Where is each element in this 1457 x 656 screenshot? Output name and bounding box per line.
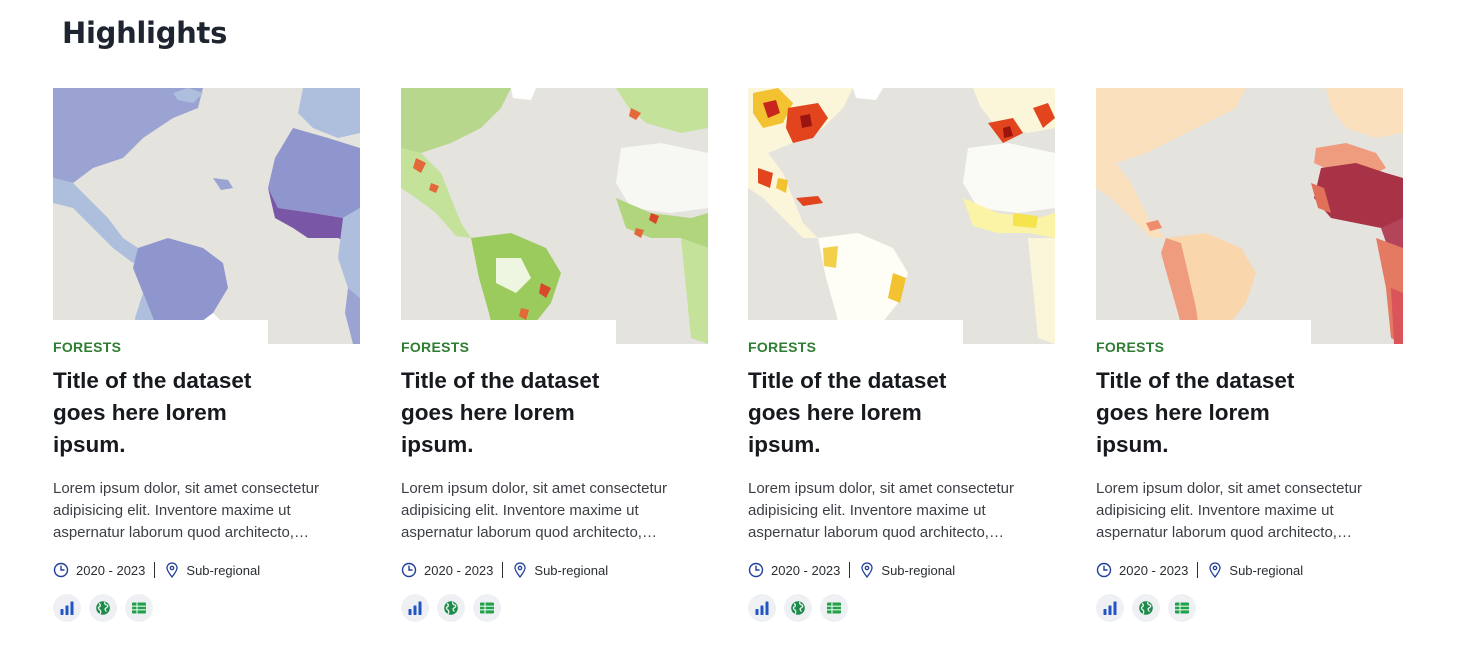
dataset-card[interactable]: FORESTS Title of the dataset goes here l…: [401, 88, 708, 628]
map-image: [1096, 88, 1403, 344]
bar-chart-icon: [755, 601, 769, 615]
map-badge[interactable]: [784, 594, 812, 622]
map-badge[interactable]: [1132, 594, 1160, 622]
location-pin-icon: [166, 562, 179, 578]
map-thumbnail[interactable]: [748, 88, 1055, 344]
bar-chart-icon: [60, 601, 74, 615]
location-pin-icon: [514, 562, 527, 578]
map-badge[interactable]: [89, 594, 117, 622]
card-description: Lorem ipsum dolor, sit amet consectetur …: [401, 480, 667, 541]
card-category: FORESTS: [748, 339, 817, 355]
bar-chart-icon: [408, 601, 422, 615]
card-title[interactable]: Title of the dataset goes here lorem ips…: [748, 368, 947, 457]
card-description: Lorem ipsum dolor, sit amet consectetur …: [53, 480, 319, 541]
card-category: FORESTS: [53, 339, 122, 355]
globe-icon: [96, 601, 110, 615]
table-badge[interactable]: [125, 594, 153, 622]
clock-icon: [748, 562, 764, 578]
map-image: [401, 88, 708, 344]
card-years: 2020 - 2023: [76, 562, 146, 578]
globe-icon: [791, 601, 805, 615]
chart-badge[interactable]: [401, 594, 429, 622]
meta-divider: [154, 562, 156, 578]
dataset-type-badges: [748, 594, 848, 622]
table-badge[interactable]: [1168, 594, 1196, 622]
globe-icon: [444, 601, 458, 615]
card-title[interactable]: Title of the dataset goes here lorem ips…: [1096, 368, 1295, 457]
location-pin-icon: [1209, 562, 1222, 578]
card-years: 2020 - 2023: [424, 562, 494, 578]
table-badge[interactable]: [473, 594, 501, 622]
map-thumbnail[interactable]: [401, 88, 708, 344]
table-icon: [827, 602, 841, 614]
card-title[interactable]: Title of the dataset goes here lorem ips…: [401, 368, 600, 457]
card-scope: Sub-regional: [881, 562, 956, 578]
dataset-type-badges: [53, 594, 153, 622]
clock-icon: [1096, 562, 1112, 578]
section-title: Highlights: [62, 16, 228, 50]
card-scope: Sub-regional: [186, 562, 261, 578]
highlights-cards: FORESTS Title of the dataset goes here l…: [53, 88, 1413, 628]
chart-badge[interactable]: [1096, 594, 1124, 622]
card-meta: 2020 - 2023 Sub-regional: [748, 561, 955, 579]
map-badge[interactable]: [437, 594, 465, 622]
chart-badge[interactable]: [748, 594, 776, 622]
card-meta: 2020 - 2023 Sub-regional: [1096, 561, 1303, 579]
table-badge[interactable]: [820, 594, 848, 622]
card-years: 2020 - 2023: [1119, 562, 1189, 578]
card-scope: Sub-regional: [534, 562, 609, 578]
card-category: FORESTS: [401, 339, 470, 355]
meta-divider: [1197, 562, 1199, 578]
table-icon: [1175, 602, 1189, 614]
globe-icon: [1139, 601, 1153, 615]
meta-divider: [502, 562, 504, 578]
card-description: Lorem ipsum dolor, sit amet consectetur …: [1096, 480, 1362, 541]
chart-badge[interactable]: [53, 594, 81, 622]
table-icon: [132, 602, 146, 614]
location-pin-icon: [861, 562, 874, 578]
table-icon: [480, 602, 494, 614]
dataset-card[interactable]: FORESTS Title of the dataset goes here l…: [748, 88, 1055, 628]
map-image: [748, 88, 1055, 344]
dataset-type-badges: [1096, 594, 1196, 622]
card-scope: Sub-regional: [1229, 562, 1304, 578]
card-title[interactable]: Title of the dataset goes here lorem ips…: [53, 368, 252, 457]
bar-chart-icon: [1103, 601, 1117, 615]
meta-divider: [849, 562, 851, 578]
card-meta: 2020 - 2023 Sub-regional: [401, 561, 608, 579]
map-thumbnail[interactable]: [53, 88, 360, 344]
clock-icon: [53, 562, 69, 578]
map-image: [53, 88, 360, 344]
card-meta: 2020 - 2023 Sub-regional: [53, 561, 260, 579]
map-thumbnail[interactable]: [1096, 88, 1403, 344]
dataset-type-badges: [401, 594, 501, 622]
dataset-card[interactable]: FORESTS Title of the dataset goes here l…: [53, 88, 360, 628]
card-years: 2020 - 2023: [771, 562, 841, 578]
card-category: FORESTS: [1096, 339, 1165, 355]
card-description: Lorem ipsum dolor, sit amet consectetur …: [748, 480, 1014, 541]
dataset-card[interactable]: FORESTS Title of the dataset goes here l…: [1096, 88, 1403, 628]
clock-icon: [401, 562, 417, 578]
